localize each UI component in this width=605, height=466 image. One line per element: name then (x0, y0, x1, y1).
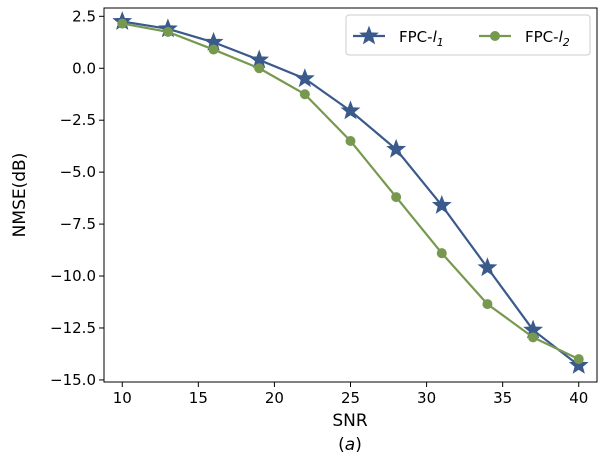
data-point (482, 299, 493, 310)
x-axis: 10 15 20 25 30 35 40 (113, 382, 588, 407)
data-point (386, 138, 407, 158)
x-tick-label: 30 (417, 389, 436, 407)
legend: FPC-l1 FPC-l2 (345, 14, 591, 56)
chart-caption: (a) (338, 435, 362, 455)
data-point (573, 354, 584, 365)
y-tick-label: −7.5 (60, 215, 96, 233)
data-point (299, 89, 310, 100)
data-point (294, 68, 315, 88)
legend-item-FPC-l2: FPC-l2 (479, 28, 570, 49)
y-tick-label: 2.5 (72, 7, 96, 25)
x-tick-label: 20 (265, 389, 284, 407)
x-tick-label: 15 (189, 389, 208, 407)
series-FPC-l2 (117, 18, 584, 365)
data-point (340, 100, 361, 120)
data-point (391, 192, 402, 203)
data-point (208, 44, 219, 55)
y-tick-label: −2.5 (60, 111, 96, 129)
series-layer (112, 11, 589, 374)
y-tick-label: −5.0 (60, 163, 96, 181)
data-point (477, 257, 498, 277)
data-point (162, 26, 173, 37)
y-axis-label: NMSE(dB) (10, 153, 30, 238)
data-point (254, 63, 265, 74)
legend-box (345, 14, 591, 56)
y-tick-label: 0.0 (72, 59, 96, 77)
legend-item-FPC-l1: FPC-l1 (353, 25, 444, 49)
series-FPC-l1 (112, 11, 589, 374)
legend-label: FPC-l1 (399, 28, 444, 49)
x-tick-label: 35 (493, 389, 512, 407)
x-tick-label: 25 (341, 389, 360, 407)
data-point (431, 194, 452, 214)
y-axis: 2.5 0.0 −2.5 −5.0 −7.5 −10.0 −12.5 −15.0 (50, 7, 104, 389)
data-point (568, 354, 589, 374)
legend-label: FPC-l2 (525, 28, 570, 49)
y-tick-label: −12.5 (50, 319, 96, 337)
y-tick-label: −10.0 (50, 267, 96, 285)
legend-marker (490, 31, 500, 41)
series-line (122, 22, 580, 361)
y-tick-label: −15.0 (50, 371, 96, 389)
legend-marker (359, 25, 379, 45)
data-point (436, 248, 447, 259)
data-point (345, 135, 356, 146)
data-point (528, 332, 539, 343)
plot-area-frame (103, 7, 598, 383)
x-tick-label: 40 (569, 389, 588, 407)
x-axis-label: SNR (332, 411, 368, 431)
x-tick-label: 10 (113, 389, 132, 407)
series-line (122, 20, 580, 367)
data-point (117, 18, 128, 29)
